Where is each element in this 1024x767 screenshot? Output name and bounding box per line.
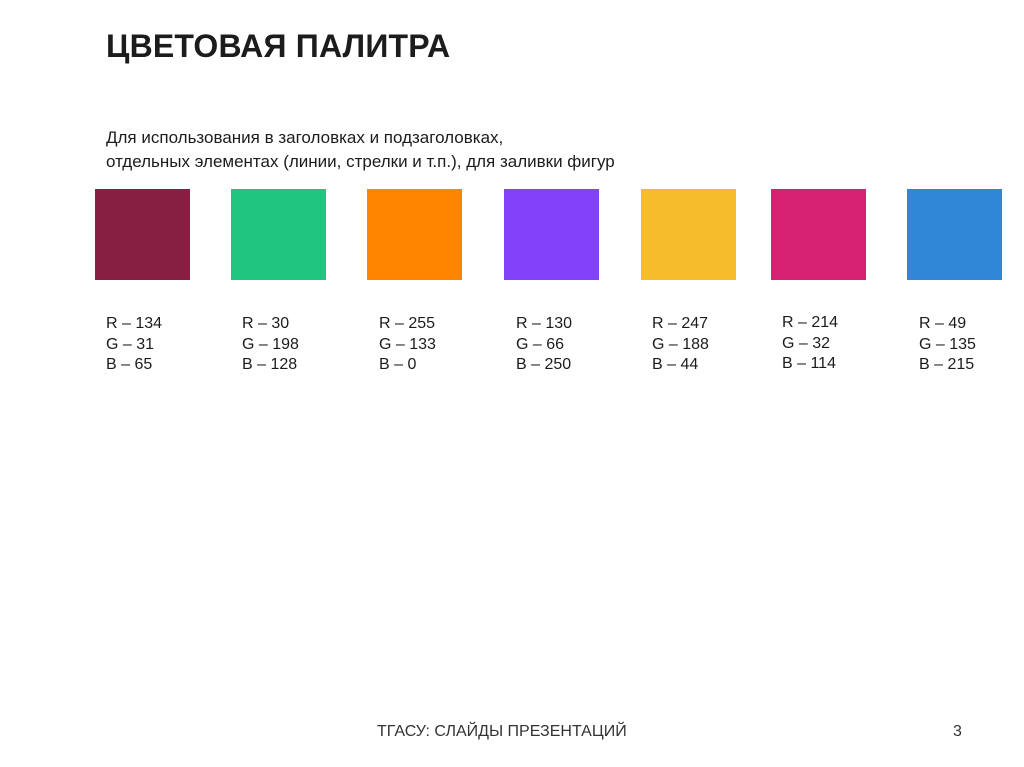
b-value: B – 44 [652,356,699,373]
g-value: G – 31 [106,335,155,353]
g-value: G – 32 [782,334,831,352]
b-value: B – 128 [242,356,298,373]
g-value: G – 135 [919,335,976,353]
r-value: R – 134 [106,315,163,332]
g-value: G – 133 [379,335,436,353]
slide-title: ЦВЕТОВАЯ ПАЛИТРА [106,28,451,64]
subtitle-line: отдельных элементах (линии, стрелки и т.… [106,152,615,171]
rgb-values-1: R – 134 G – 31 B – 65 [106,314,162,376]
rgb-values-4: R – 130 G – 66 B – 250 [516,314,572,376]
color-swatch-2 [231,189,326,280]
g-value: G – 188 [652,335,709,353]
b-value: B – 250 [516,356,572,373]
rgb-values-7: R – 49 G – 135 B – 215 [919,314,976,376]
subtitle-line: Для использования в заголовках и подзаго… [106,128,504,147]
g-value: G – 66 [516,335,565,353]
b-value: B – 65 [106,356,153,373]
r-value: R – 255 [379,315,436,332]
rgb-values-5: R – 247 G – 188 B – 44 [652,314,709,376]
r-value: R – 214 [782,314,839,331]
color-swatch-1 [95,189,190,280]
r-value: R – 130 [516,315,573,332]
g-value: G – 198 [242,335,299,353]
slide-footer: ТГАСУ: СЛАЙДЫ ПРЕЗЕНТАЦИЙ [377,723,627,740]
page-number: 3 [953,723,962,740]
rgb-values-6: R – 214 G – 32 B – 114 [782,313,838,375]
color-swatch-3 [367,189,462,280]
rgb-values-3: R – 255 G – 133 B – 0 [379,314,436,376]
b-value: B – 114 [782,355,836,372]
slide-subtitle: Для использования в заголовках и подзаго… [106,126,615,174]
r-value: R – 49 [919,315,967,332]
color-swatch-4 [504,189,599,280]
r-value: R – 30 [242,315,290,332]
rgb-values-2: R – 30 G – 198 B – 128 [242,314,299,376]
b-value: B – 0 [379,356,417,373]
b-value: B – 215 [919,356,975,373]
color-swatch-5 [641,189,736,280]
color-swatch-7 [907,189,1002,280]
color-swatch-6 [771,189,866,280]
r-value: R – 247 [652,315,709,332]
